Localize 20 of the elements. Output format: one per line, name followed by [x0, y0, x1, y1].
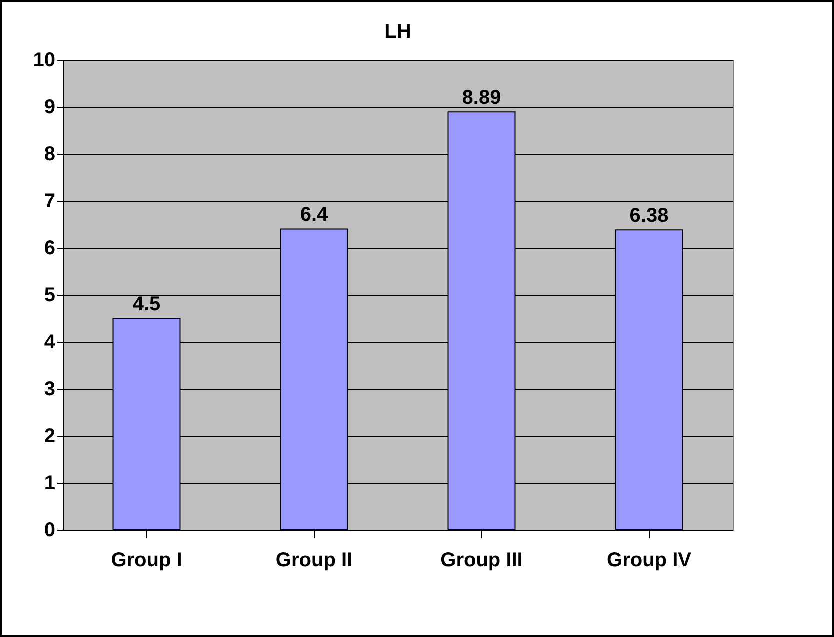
data-label: 6.38 — [630, 205, 669, 228]
y-tick-label: 6 — [44, 238, 56, 260]
x-tick-label: Group II — [276, 550, 353, 572]
y-tick-label: 3 — [44, 378, 56, 400]
y-tick-label: 10 — [33, 50, 56, 72]
y-tick-label: 2 — [44, 426, 56, 448]
y-tick-label: 7 — [44, 190, 56, 212]
y-tick-label: 9 — [44, 96, 56, 118]
data-label: 4.5 — [132, 294, 161, 316]
data-label: 8.89 — [462, 87, 502, 110]
data-label: 6.4 — [300, 204, 330, 226]
chart-title: LH — [384, 21, 412, 43]
x-tick-label: Group III — [440, 550, 523, 572]
y-tick-label: 8 — [44, 144, 56, 166]
y-tick-label: 0 — [44, 520, 56, 542]
y-tick-label: 1 — [44, 472, 56, 494]
x-tick-label: Group IV — [607, 550, 692, 572]
y-tick-label: 4 — [44, 332, 56, 354]
x-tick-label: Group I — [111, 550, 182, 572]
y-tick-label: 5 — [44, 284, 56, 306]
